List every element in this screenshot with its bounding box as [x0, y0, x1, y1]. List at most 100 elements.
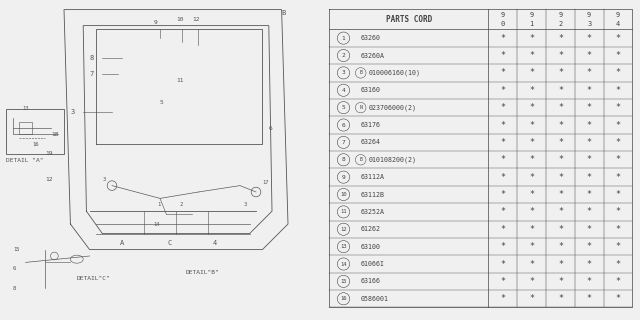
Text: *: *	[558, 138, 563, 147]
Text: *: *	[616, 138, 621, 147]
Text: *: *	[558, 277, 563, 286]
Text: *: *	[500, 225, 506, 234]
Text: *: *	[500, 138, 506, 147]
Text: *: *	[616, 190, 621, 199]
Text: 6: 6	[269, 125, 273, 131]
Text: A: A	[120, 240, 124, 246]
Text: 7: 7	[342, 140, 346, 145]
Text: *: *	[500, 190, 506, 199]
Text: *: *	[558, 225, 563, 234]
Text: 63100: 63100	[361, 244, 381, 250]
Text: 16: 16	[32, 141, 38, 147]
Text: *: *	[616, 260, 621, 268]
Text: 63160: 63160	[361, 87, 381, 93]
Text: 010108200(2): 010108200(2)	[369, 156, 417, 163]
Text: *: *	[500, 294, 506, 303]
Text: *: *	[558, 155, 563, 164]
Text: *: *	[529, 34, 534, 43]
Text: B: B	[359, 157, 362, 162]
Text: *: *	[558, 86, 563, 95]
Text: 023706000(2): 023706000(2)	[369, 104, 417, 111]
Text: *: *	[558, 68, 563, 77]
Text: *: *	[587, 242, 592, 251]
Text: 2: 2	[179, 202, 182, 207]
Text: 15: 15	[13, 247, 19, 252]
Text: 10: 10	[340, 192, 347, 197]
Text: DETAIL"C": DETAIL"C"	[77, 276, 111, 281]
Text: *: *	[529, 121, 534, 130]
Text: 12: 12	[192, 17, 200, 22]
Text: 4: 4	[212, 240, 216, 246]
Text: *: *	[616, 242, 621, 251]
Text: *: *	[500, 51, 506, 60]
Text: 13: 13	[22, 106, 29, 111]
Text: *: *	[500, 242, 506, 251]
Text: *: *	[616, 207, 621, 216]
Text: 4: 4	[342, 88, 346, 93]
Text: 63260: 63260	[361, 35, 381, 41]
Text: *: *	[529, 207, 534, 216]
Text: *: *	[587, 190, 592, 199]
Text: 7: 7	[90, 71, 94, 76]
Text: 14: 14	[340, 261, 347, 267]
Text: *: *	[529, 277, 534, 286]
Text: *: *	[616, 172, 621, 182]
Text: 10: 10	[176, 17, 184, 22]
Text: 8: 8	[13, 285, 16, 291]
Text: *: *	[616, 103, 621, 112]
Text: *: *	[529, 172, 534, 182]
Text: *: *	[558, 51, 563, 60]
Text: 17: 17	[262, 180, 269, 185]
Text: *: *	[587, 86, 592, 95]
Text: 61262: 61262	[361, 226, 381, 232]
Text: *: *	[616, 277, 621, 286]
Text: *: *	[500, 260, 506, 268]
Text: 8: 8	[90, 55, 94, 60]
Text: *: *	[616, 155, 621, 164]
Text: *: *	[529, 225, 534, 234]
Text: *: *	[616, 86, 621, 95]
Text: *: *	[587, 51, 592, 60]
Text: 13: 13	[340, 244, 347, 249]
Text: DETAIL"B": DETAIL"B"	[186, 269, 220, 275]
Text: 4: 4	[616, 21, 620, 27]
Text: 9: 9	[616, 12, 620, 18]
Text: 5: 5	[342, 105, 346, 110]
Text: *: *	[529, 190, 534, 199]
Text: 63112B: 63112B	[361, 191, 385, 197]
Text: *: *	[587, 207, 592, 216]
Text: *: *	[529, 86, 534, 95]
Text: *: *	[587, 121, 592, 130]
Text: PARTS CORD: PARTS CORD	[386, 15, 432, 24]
Text: 010006160(10): 010006160(10)	[369, 70, 421, 76]
Text: 11: 11	[340, 209, 347, 214]
Text: *: *	[558, 121, 563, 130]
Text: 11: 11	[176, 77, 184, 83]
Text: *: *	[587, 68, 592, 77]
Text: 5: 5	[160, 100, 164, 105]
Text: 3: 3	[587, 21, 591, 27]
Text: *: *	[500, 155, 506, 164]
Text: *: *	[587, 172, 592, 182]
Text: *: *	[500, 121, 506, 130]
Text: *: *	[616, 121, 621, 130]
Text: 1: 1	[529, 21, 534, 27]
Text: 12: 12	[45, 177, 52, 182]
Text: *: *	[587, 138, 592, 147]
Text: B: B	[282, 10, 286, 16]
Text: 9: 9	[529, 12, 534, 18]
Text: 8: 8	[342, 157, 346, 162]
Text: 9: 9	[587, 12, 591, 18]
Text: 12: 12	[340, 227, 347, 232]
Text: 0: 0	[500, 21, 505, 27]
Text: 2: 2	[558, 21, 563, 27]
Text: *: *	[529, 68, 534, 77]
Text: 1: 1	[342, 36, 346, 41]
Text: 9: 9	[500, 12, 505, 18]
Text: 63176: 63176	[361, 122, 381, 128]
Text: N: N	[359, 105, 362, 110]
Text: *: *	[558, 242, 563, 251]
Text: *: *	[529, 155, 534, 164]
Text: 19: 19	[45, 151, 52, 156]
Text: 3: 3	[342, 70, 346, 76]
